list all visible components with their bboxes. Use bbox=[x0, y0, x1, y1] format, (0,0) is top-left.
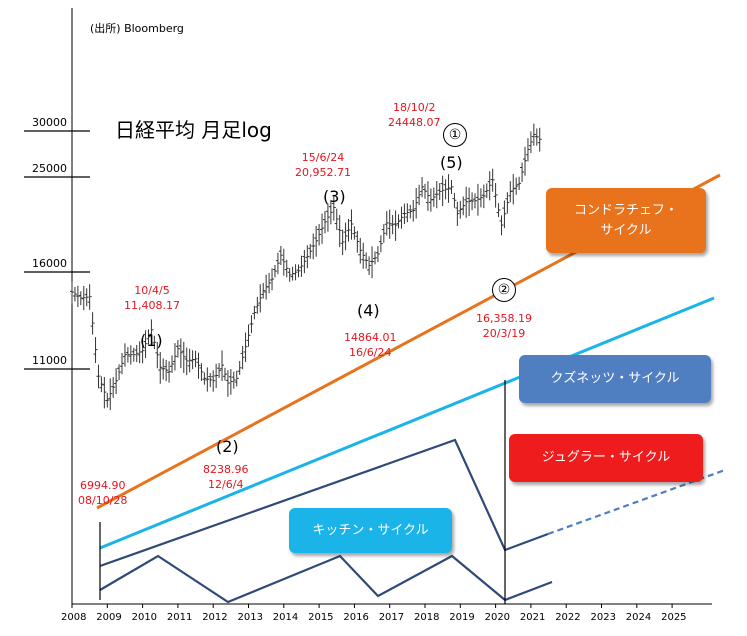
x-tick-label-2020: 2020 bbox=[484, 612, 511, 623]
source-label: (出所) Bloomberg bbox=[90, 22, 184, 35]
kondratieff-cycle-box: コンドラチェフ・ サイクル bbox=[546, 188, 706, 253]
y-tick-label-30000: 30000 bbox=[32, 116, 67, 129]
annotation-value: 8238.96 bbox=[203, 463, 249, 476]
kuznets-cycle-box: クズネッツ・サイクル bbox=[519, 355, 711, 403]
circled-label-2: ② bbox=[492, 278, 516, 302]
x-tick-label-2017: 2017 bbox=[378, 612, 405, 623]
juglar-cycle-projection bbox=[547, 468, 726, 536]
x-tick-label-2018: 2018 bbox=[414, 612, 440, 623]
x-tick-label-2012: 2012 bbox=[202, 612, 228, 623]
kitchin-cycle-line bbox=[99, 554, 553, 604]
annotation-2016-low: 14864.01 16/6/24 bbox=[344, 330, 397, 360]
kondratieff-line2: サイクル bbox=[600, 222, 652, 238]
wave-label-3: (3) bbox=[323, 187, 346, 206]
wave-label-5: (5) bbox=[440, 153, 463, 172]
kitchin-label: キッチン・サイクル bbox=[312, 522, 429, 538]
kitchin-cycle-box: キッチン・サイクル bbox=[289, 508, 452, 553]
x-tick-label-2014: 2014 bbox=[272, 612, 299, 623]
wave-label-2: (2) bbox=[216, 437, 239, 456]
annotation-2020-low: 16,358.19 20/3/19 bbox=[476, 311, 532, 341]
y-tick-label-11000: 11000 bbox=[32, 354, 67, 367]
x-tick-label-2021: 2021 bbox=[519, 612, 546, 623]
x-tick-label-2015: 2015 bbox=[308, 612, 334, 623]
juglar-cycle-line bbox=[99, 438, 549, 568]
kuznets-label: クズネッツ・サイクル bbox=[550, 371, 680, 386]
x-tick-label-2013: 2013 bbox=[237, 612, 263, 623]
x-tick-marks bbox=[71, 604, 673, 608]
annotation-2015-high: 15/6/24 20,952.71 bbox=[295, 150, 351, 180]
x-tick-label-2010: 2010 bbox=[131, 612, 158, 623]
annotation-value: 20,952.71 bbox=[295, 166, 351, 179]
chart-title: 日経平均 月足log bbox=[115, 118, 272, 142]
annotation-value: 14864.01 bbox=[344, 331, 397, 344]
wave-label-4: (4) bbox=[357, 301, 380, 320]
annotation-2010-high: 10/4/5 11,408.17 bbox=[124, 283, 180, 313]
x-tick-label-2019: 2019 bbox=[449, 612, 475, 623]
annotation-value: 16,358.19 bbox=[476, 312, 532, 325]
monthly-candles bbox=[70, 123, 542, 411]
x-tick-label-2022: 2022 bbox=[555, 612, 581, 623]
x-tick-label-2025: 2025 bbox=[661, 612, 687, 623]
x-tick-label-2008: 2008 bbox=[61, 612, 87, 623]
y-tick-label-16000: 16000 bbox=[32, 257, 67, 270]
annotation-date: 15/6/24 bbox=[301, 151, 345, 164]
y-tick-label-25000: 25000 bbox=[32, 162, 67, 175]
annotation-2008-low: 6994.90 08/10/28 bbox=[78, 478, 127, 508]
x-tick-label-2009: 2009 bbox=[96, 612, 122, 623]
annotation-date: 20/3/19 bbox=[482, 327, 526, 340]
annotation-value: 6994.90 bbox=[79, 479, 126, 492]
wave-label-1: (1) bbox=[140, 331, 163, 350]
juglar-cycle-box: ジュグラー・サイクル bbox=[509, 434, 703, 482]
annotation-2012-low: 8238.96 12/6/4 bbox=[203, 462, 249, 492]
circled-label-1: ① bbox=[443, 123, 467, 147]
annotation-date: 18/10/2 bbox=[393, 101, 436, 114]
kuznets-cycle-line bbox=[99, 296, 715, 550]
annotation-date: 12/6/4 bbox=[208, 478, 244, 491]
x-tick-label-2011: 2011 bbox=[166, 612, 193, 623]
annotation-date: 10/4/5 bbox=[134, 284, 170, 297]
kondratieff-line1: コンドラチェフ・ bbox=[573, 202, 678, 218]
annotation-date: 16/6/24 bbox=[349, 346, 392, 359]
x-tick-label-2024: 2024 bbox=[625, 612, 652, 623]
annotation-2018-high: 18/10/2 24448.07 bbox=[388, 100, 441, 130]
annotation-value: 11,408.17 bbox=[124, 299, 180, 312]
annotation-value: 24448.07 bbox=[388, 116, 441, 129]
juglar-label: ジュグラー・サイクル bbox=[541, 450, 671, 465]
annotation-date: 08/10/28 bbox=[78, 494, 128, 507]
x-tick-label-2023: 2023 bbox=[590, 612, 616, 623]
x-tick-label-2016: 2016 bbox=[343, 612, 369, 623]
